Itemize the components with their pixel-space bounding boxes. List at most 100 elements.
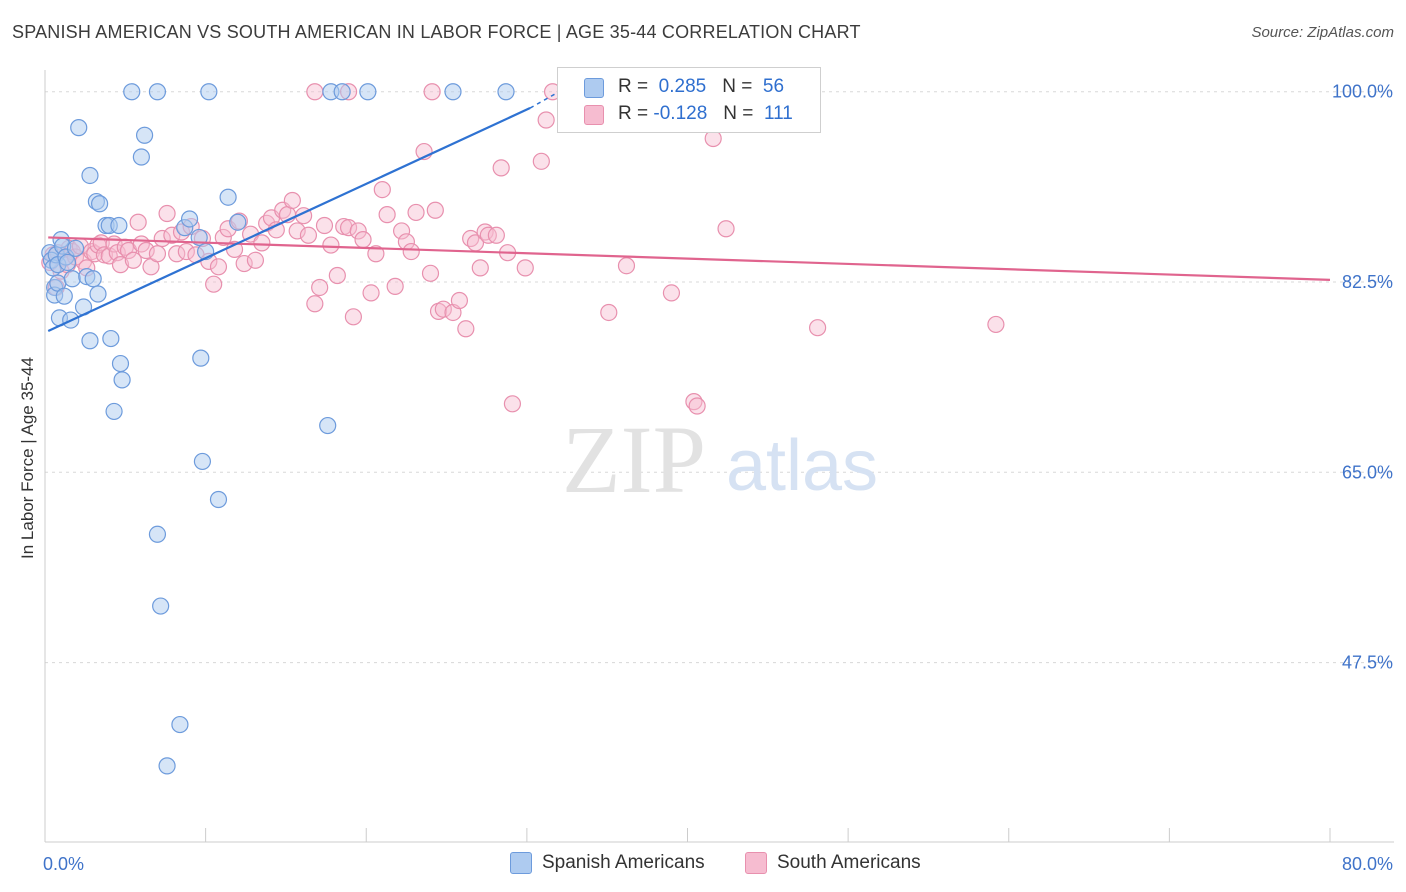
spanish-american-point <box>229 213 247 231</box>
r-label: R = <box>618 103 649 124</box>
y-tick-label: 65.0% <box>1342 462 1393 482</box>
south-american-point <box>129 213 147 231</box>
south-american-point <box>450 291 469 310</box>
south-american-point <box>476 223 494 241</box>
south-americans-points <box>41 83 1005 415</box>
source-label: Source: ZipAtlas.com <box>1251 24 1394 41</box>
spanish-american-point <box>113 371 131 389</box>
south-americans-trend-line <box>48 236 1331 281</box>
south-american-point <box>283 191 301 210</box>
y-tick-label: 82.5% <box>1342 272 1393 292</box>
legend-label: Spanish Americans <box>542 852 705 873</box>
spanish-american-point <box>497 83 515 101</box>
south-american-point <box>367 245 385 263</box>
south-american-point <box>392 222 411 240</box>
spanish-american-point <box>319 416 337 435</box>
spanish-american-point <box>152 597 170 615</box>
legend-label: South Americans <box>777 852 921 873</box>
x-tick-labels: 0.0% 80.0% <box>43 854 1393 874</box>
south-american-point <box>407 203 425 222</box>
south-american-point <box>253 234 271 252</box>
south-american-point <box>299 226 318 244</box>
y-axis-label: In Labor Force | Age 35-44 <box>18 357 37 559</box>
spanish-american-point <box>359 83 377 101</box>
watermark-atlas: atlas <box>726 426 878 506</box>
r-label: R = <box>618 76 649 97</box>
axes <box>44 70 1394 843</box>
r-value: -0.128 <box>653 103 708 124</box>
spanish-american-point <box>148 525 167 543</box>
n-label: N = <box>722 76 753 97</box>
spanish-american-point <box>171 715 189 734</box>
south-american-point <box>987 315 1005 334</box>
spanish-american-point <box>333 83 351 101</box>
south-american-point <box>386 277 404 295</box>
south-american-point <box>362 284 380 302</box>
south-american-point <box>163 226 181 244</box>
south-american-point <box>315 216 334 235</box>
south-american-point <box>492 159 510 177</box>
spanish-american-point <box>89 285 107 303</box>
chart-title: SPANISH AMERICAN VS SOUTH AMERICAN IN LA… <box>12 22 861 42</box>
spanish-american-point <box>105 402 123 421</box>
spanish-american-point <box>66 239 85 257</box>
r-value: 0.285 <box>658 76 707 97</box>
spanish-american-point <box>63 270 81 288</box>
south-american-point <box>111 256 130 274</box>
spanish-american-point <box>81 166 99 185</box>
legend-item-south: South Americans <box>745 852 921 874</box>
south-american-point <box>124 251 142 269</box>
south-american-point <box>426 201 444 219</box>
south-american-point <box>137 241 155 260</box>
spanish-american-point <box>148 83 167 101</box>
south-american-point <box>153 229 171 248</box>
n-value: 111 <box>763 103 793 124</box>
south-american-point <box>503 395 522 413</box>
south-american-point <box>471 259 489 277</box>
south-american-point <box>267 221 285 239</box>
south-american-point <box>311 278 329 297</box>
south-american-point <box>717 220 735 238</box>
south-american-point <box>516 259 534 277</box>
watermark: ZIP atlas <box>562 406 878 513</box>
spanish-american-point <box>200 83 218 101</box>
pink-swatch <box>745 852 767 874</box>
spanish-americans-trend-line <box>47 107 531 332</box>
n-value: 56 <box>762 76 785 97</box>
spanish-american-point <box>102 329 120 348</box>
x-tick-label: 0.0% <box>43 854 84 874</box>
pink-swatch <box>584 105 604 125</box>
n-label: N = <box>723 103 754 124</box>
blue-swatch <box>584 78 604 98</box>
south-american-point <box>205 275 223 293</box>
spanish-american-point <box>158 757 176 775</box>
south-american-point <box>349 222 367 240</box>
south-american-point <box>246 251 265 269</box>
south-american-point <box>487 226 505 244</box>
south-american-point <box>209 258 228 276</box>
y-tick-label: 100.0% <box>1332 82 1393 102</box>
spanish-american-point <box>110 216 128 235</box>
south-american-point <box>344 308 362 326</box>
south-american-point <box>235 254 253 273</box>
south-american-point <box>537 111 555 129</box>
legend-row-spanish: R = 0.285 N = 56 <box>584 73 784 101</box>
south-american-point <box>600 303 618 322</box>
south-american-point <box>339 219 358 237</box>
south-american-point <box>214 228 232 247</box>
south-american-point <box>177 242 195 261</box>
spanish-american-point <box>91 195 109 213</box>
south-american-point <box>617 257 636 275</box>
south-american-point <box>288 222 306 240</box>
spanish-american-point <box>135 126 154 144</box>
spanish-american-point <box>209 490 228 509</box>
south-american-point <box>354 231 372 249</box>
spanish-american-point <box>219 188 237 206</box>
spanish-american-point <box>192 349 210 367</box>
spanish-american-point <box>444 83 462 101</box>
south-american-point <box>423 83 441 101</box>
south-american-point <box>306 83 324 101</box>
south-american-point <box>809 319 827 337</box>
south-american-point <box>421 264 440 282</box>
